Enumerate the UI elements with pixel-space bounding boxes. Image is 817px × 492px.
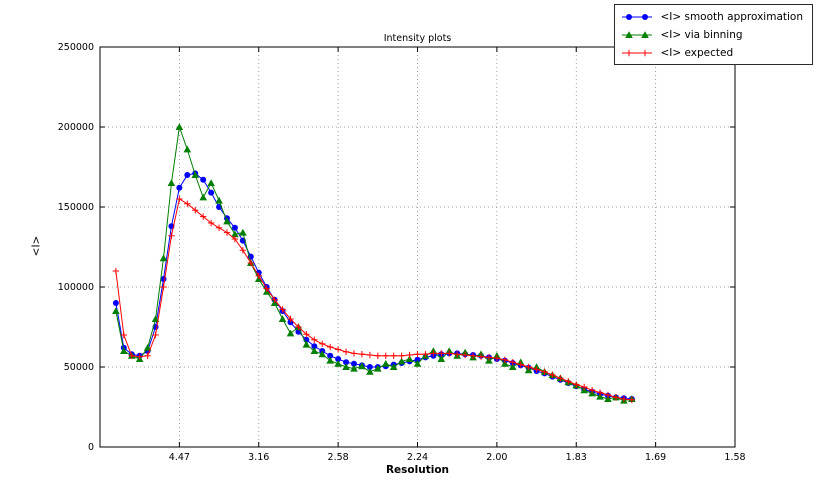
series-3-line-and-markers	[112, 195, 636, 403]
x-tick-label: 1.83	[566, 452, 587, 463]
x-tick-label: 1.69	[645, 452, 666, 463]
y-axis-label: <I>	[30, 235, 43, 257]
grid	[100, 46, 736, 448]
x-tick-label: 3.16	[248, 452, 269, 463]
legend-item: <I> smooth approximation	[621, 8, 803, 25]
chart-title: Intensity plots	[383, 33, 452, 44]
series-2-line-and-markers	[112, 123, 636, 404]
legend-label: <I> via binning	[660, 28, 743, 41]
legend-label: <I> expected	[660, 46, 734, 59]
x-tick-label: 4.47	[169, 452, 190, 463]
legend-marker-plus-icon	[622, 49, 653, 56]
y-tick-label: 150000	[58, 202, 94, 213]
legend-marker-circle-icon	[622, 13, 653, 20]
y-tick-label: 250000	[58, 42, 94, 53]
y-tick-label: 100000	[58, 282, 94, 293]
x-tick-label: 1.58	[724, 452, 745, 463]
y-tick-label: 50000	[64, 362, 94, 373]
x-tick-label: 2.24	[407, 452, 428, 463]
x-tick-label: 2.00	[486, 452, 507, 463]
legend: <I> smooth approximation <I> via binning <…	[614, 4, 813, 65]
legend-label: <I> smooth approximation	[660, 10, 803, 23]
legend-item: <I> expected	[621, 44, 803, 61]
y-tick-label: 0	[88, 442, 94, 453]
x-tick-label: 2.58	[328, 452, 349, 463]
tick-labels: 4.47 3.16 2.58 2.24 2.00 1.83 1.69 1.58 0 50000 10…	[58, 42, 746, 463]
legend-item: <I> via binning	[621, 26, 803, 43]
x-axis-label: Resolution	[385, 464, 450, 476]
y-tick-label: 200000	[58, 122, 94, 133]
legend-marker-triangle-icon	[622, 30, 653, 38]
